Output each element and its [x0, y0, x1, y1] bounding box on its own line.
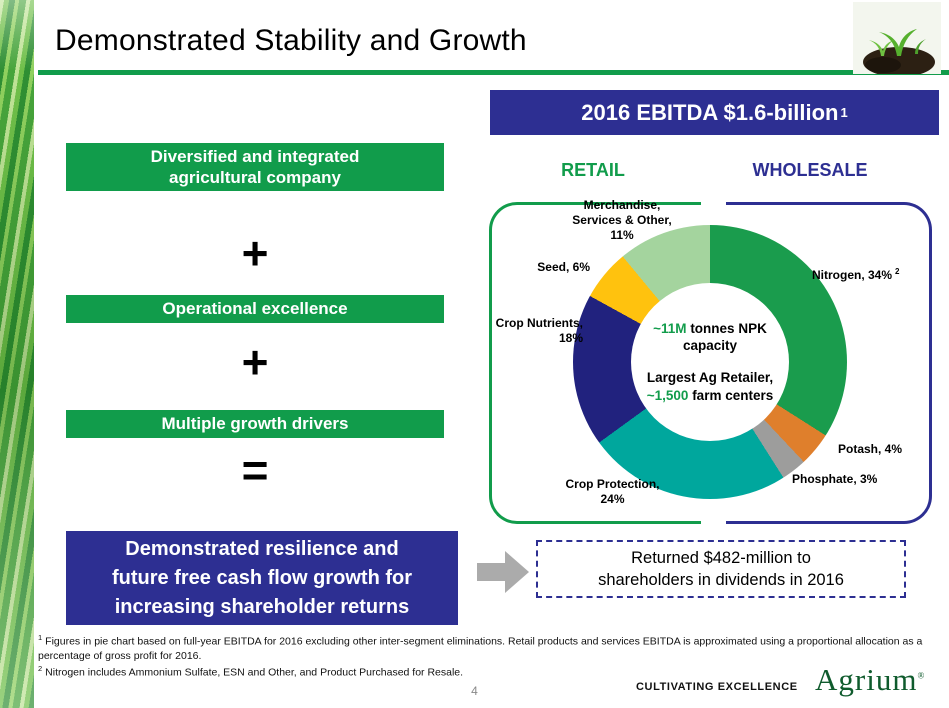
footnotes: 1 Figures in pie chart based on full-year…: [38, 633, 943, 680]
wholesale-group-label: WHOLESALE: [752, 160, 868, 180]
retail-bracket: [489, 202, 701, 524]
arrow-right-icon: [477, 551, 529, 593]
segment-label-seed: Seed, 6%: [537, 260, 590, 274]
retailer-text: Largest Ag Retailer,: [646, 370, 774, 385]
statement-box-growth-drivers: Multiple growth drivers: [66, 410, 444, 438]
agrium-logo: Agrium®: [815, 662, 925, 698]
plus-operator-2: +: [241, 336, 269, 388]
ebitda-footnote-marker: 1: [840, 105, 848, 120]
segment-label-crop-nutrients: Crop Nutrients, 18%: [495, 316, 583, 345]
grass-side-image: [0, 0, 34, 708]
nitrogen-footnote-marker: 2: [895, 267, 900, 276]
footnote-2-text: Nitrogen includes Ammonium Sulfate, ESN …: [45, 666, 464, 679]
footnote-1-marker: 1: [38, 633, 43, 642]
npk-capacity-highlight: ~11M: [653, 320, 687, 336]
equals-operator: =: [241, 444, 269, 496]
farm-centers-line: ~1,500 farm centers: [635, 387, 785, 405]
plus-operator-1: +: [241, 227, 269, 279]
farm-centers-text: farm centers: [688, 387, 774, 403]
title-divider: [38, 70, 949, 75]
agrium-logo-text: Agrium: [815, 662, 918, 697]
footnote-1: 1 Figures in pie chart based on full-year…: [38, 633, 943, 664]
segment-label-nitrogen: Nitrogen, 34% 2: [812, 252, 932, 283]
npk-capacity-annotation: ~11M tonnes NPK capacity: [635, 320, 785, 355]
npk-capacity-text: tonnes NPK capacity: [682, 320, 767, 354]
footnote-2-marker: 2: [38, 663, 43, 673]
footnote-1-text: Figures in pie chart based on full-year …: [38, 635, 923, 663]
dividends-callout: Returned $482-million to shareholders in…: [536, 540, 906, 598]
wholesale-bracket: [726, 202, 932, 524]
donut-center: ~11M tonnes NPK capacity Largest Ag Reta…: [631, 283, 789, 441]
retailer-annotation: Largest Ag Retailer, ~1,500 farm centers: [635, 369, 785, 404]
result-box: Demonstrated resilience and future free …: [66, 531, 458, 625]
ebitda-banner-text: 2016 EBITDA $1.6-billion: [581, 99, 839, 125]
segment-label-potash: Potash, 4%: [838, 442, 903, 456]
donut-chart: ~11M tonnes NPK capacity Largest Ag Reta…: [573, 225, 847, 499]
statement-box-diversified: Diversified and integrated agricultural …: [66, 143, 444, 191]
ebitda-banner: 2016 EBITDA $1.6-billion 1: [490, 90, 939, 135]
tagline: CULTIVATING EXCELLENCE: [636, 681, 798, 693]
page-number: 4: [471, 684, 478, 698]
segment-label-phosphate: Phosphate, 3%: [792, 472, 878, 486]
nitrogen-label-text: Nitrogen, 34%: [812, 268, 893, 282]
seedling-illustration: [853, 2, 941, 77]
registered-mark: ®: [917, 670, 926, 681]
footnote-2: 2 Nitrogen includes Ammonium Sulfate, ESN…: [38, 664, 943, 680]
retail-group-label: RETAIL: [561, 160, 625, 180]
seedling-photo: [853, 2, 941, 77]
segment-label-crop-protection: Crop Protection, 24%: [565, 477, 660, 506]
segment-label-merchandise: Merchandise, Services & Other, 11%: [572, 198, 672, 242]
statement-box-operational: Operational excellence: [66, 295, 444, 323]
page-title: Demonstrated Stability and Growth: [55, 24, 527, 57]
farm-centers-highlight: ~1,500: [646, 387, 689, 403]
